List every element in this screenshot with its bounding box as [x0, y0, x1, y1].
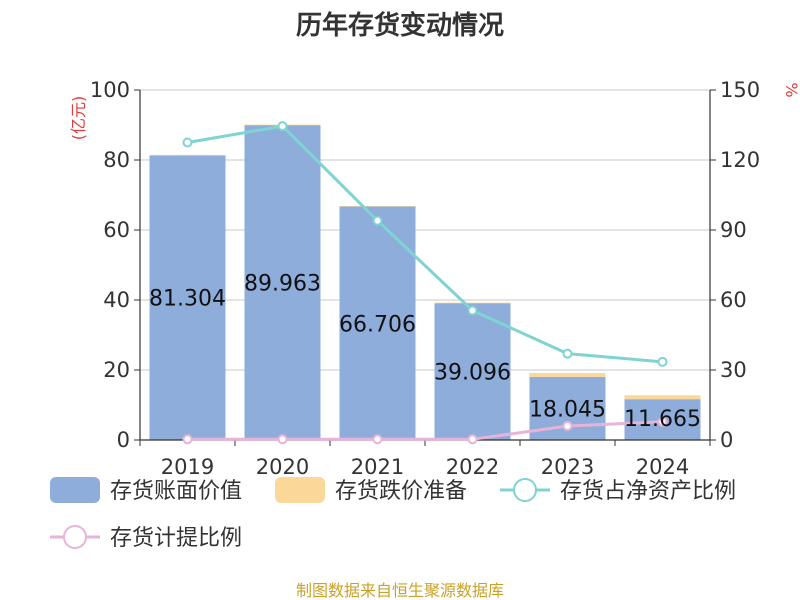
left-tick-label: 20 — [103, 358, 130, 382]
left-tick-label: 0 — [117, 428, 130, 452]
bar — [624, 395, 701, 400]
series-point — [277, 121, 288, 132]
legend-swatch-marker — [513, 478, 537, 502]
series-point — [467, 305, 478, 316]
bars — [149, 124, 701, 440]
left-axis-unit: (亿元) — [69, 96, 88, 141]
series-point — [372, 434, 383, 445]
legend-item: 存货跌价准备 — [275, 477, 467, 504]
series-point — [657, 416, 668, 427]
left-tick-label: 100 — [90, 78, 130, 102]
series-point — [372, 215, 383, 226]
data-label: 81.304 — [149, 287, 226, 312]
data-labels: 81.304 89.963 66.706 39.096 18.045 11.665 — [149, 272, 701, 432]
bar — [339, 206, 416, 207]
x-tick-label: 2024 — [636, 455, 689, 479]
right-tick-label: 0 — [720, 428, 733, 452]
x-tick-label: 2020 — [256, 455, 309, 479]
series-line — [187, 124, 663, 364]
lines — [182, 121, 668, 445]
data-label: 66.706 — [339, 312, 416, 337]
right-tick-label: 60 — [720, 288, 747, 312]
x-tick-label: 2023 — [541, 455, 594, 479]
series-point — [277, 434, 288, 445]
legend-swatch-marker — [63, 525, 87, 549]
bar — [244, 125, 321, 440]
x-tick-label: 2019 — [161, 455, 214, 479]
series-point — [467, 434, 478, 445]
x-tick-label: 2021 — [351, 455, 404, 479]
left-tick-label: 60 — [103, 218, 130, 242]
legend-label: 存货跌价准备 — [335, 479, 467, 504]
legend-label: 存货占净资产比例 — [560, 479, 736, 504]
data-label: 11.665 — [624, 407, 701, 432]
series-point — [562, 348, 573, 359]
bar — [149, 155, 226, 440]
legend-swatch — [50, 477, 100, 503]
series-line — [187, 420, 663, 441]
series-point — [182, 434, 193, 445]
bar — [434, 302, 511, 304]
bar — [149, 154, 226, 156]
legend-item: 存货计提比例 — [50, 525, 242, 551]
right-axis-unit: % — [782, 82, 800, 97]
legend-label: 存货账面价值 — [110, 479, 242, 504]
chart-title: 历年存货变动情况 — [296, 10, 504, 41]
series-point — [657, 356, 668, 367]
bar — [434, 303, 511, 440]
data-label: 89.963 — [244, 272, 321, 297]
right-tick-label: 150 — [720, 78, 760, 102]
legend-item: 存货账面价值 — [50, 477, 242, 504]
right-tick-label: 90 — [720, 218, 747, 242]
right-tick-label: 30 — [720, 358, 747, 382]
left-tick-label: 40 — [103, 288, 130, 312]
series-point — [182, 137, 193, 148]
legend-swatch — [275, 477, 325, 503]
left-tick-label: 80 — [103, 148, 130, 172]
data-label: 39.096 — [434, 361, 511, 386]
bar — [529, 372, 606, 377]
right-tick-label: 120 — [720, 148, 760, 172]
axes: 0 20 40 60 80 100 0 30 60 90 120 150 2019 2020 2021 202… — [90, 78, 760, 479]
legend-item: 存货占净资产比例 — [500, 478, 736, 504]
legend-label: 存货计提比例 — [110, 526, 242, 551]
source-note: 制图数据来自恒生聚源数据库 — [296, 581, 504, 600]
x-tick-label: 2022 — [446, 455, 499, 479]
data-label: 18.045 — [529, 397, 606, 422]
series-point — [562, 421, 573, 431]
